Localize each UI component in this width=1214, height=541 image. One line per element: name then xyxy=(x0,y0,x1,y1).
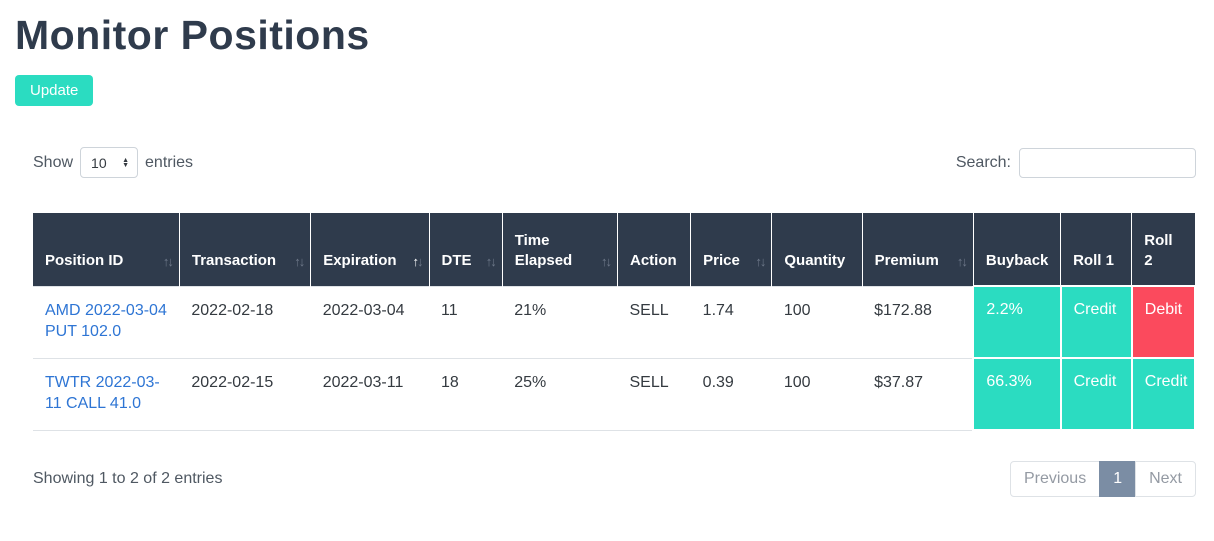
cell-action: SELL xyxy=(617,357,691,431)
table-info: Showing 1 to 2 of 2 entries xyxy=(33,470,223,488)
search-control: Search: xyxy=(955,147,1196,178)
column-header-roll-1: Roll 1 xyxy=(1060,213,1132,287)
column-header-position-id[interactable]: Position ID ↑↓ xyxy=(33,213,180,287)
search-input[interactable] xyxy=(1019,147,1196,178)
position-link[interactable]: AMD 2022-03-04 PUT 102.0 xyxy=(45,301,167,341)
cell-buyback: 2.2% xyxy=(972,285,1062,360)
entries-label: entries xyxy=(145,153,194,171)
datatable-wrapper: Show 10 ▲ ▼ entries Search: Position I xyxy=(33,147,1197,498)
column-header-expiration[interactable]: Expiration ↑↓ xyxy=(310,213,429,287)
cell-premium: $37.87 xyxy=(862,357,974,431)
sort-asc-icon: ↑↓ xyxy=(412,254,424,270)
sort-icon: ↑↓ xyxy=(294,254,305,270)
page-length-value: 10 xyxy=(91,154,107,171)
table-row: AMD 2022-03-04 PUT 102.0 2022-02-18 2022… xyxy=(33,285,1197,360)
sort-icon: ↑↓ xyxy=(162,254,174,270)
cell-transaction: 2022-02-18 xyxy=(179,285,311,359)
show-label: Show xyxy=(33,153,74,171)
table-row: TWTR 2022-03-11 CALL 41.0 2022-02-15 202… xyxy=(33,357,1197,432)
positions-table: Position ID ↑↓ Transaction ↑↓ Expiration… xyxy=(33,213,1197,432)
search-label: Search: xyxy=(955,153,1011,171)
update-button[interactable]: Update xyxy=(15,75,94,107)
sort-icon: ↑↓ xyxy=(755,254,766,270)
cell-roll-2: Credit xyxy=(1130,357,1197,432)
cell-quantity: 100 xyxy=(771,285,863,359)
column-header-quantity: Quantity xyxy=(771,213,863,287)
column-header-transaction[interactable]: Transaction ↑↓ xyxy=(178,213,311,287)
cell-dte: 11 xyxy=(429,285,503,359)
cell-quantity: 100 xyxy=(771,357,863,431)
sort-icon: ↑↓ xyxy=(956,254,968,270)
page-length-control: Show 10 ▲ ▼ entries xyxy=(33,147,194,179)
cell-roll-1: Credit xyxy=(1059,285,1133,360)
pagination-page-1[interactable]: 1 xyxy=(1099,461,1137,498)
cell-dte: 18 xyxy=(429,357,503,431)
cell-position-id: AMD 2022-03-04 PUT 102.0 xyxy=(33,285,180,359)
column-header-time-elapsed[interactable]: Time Elapsed ↑↓ xyxy=(501,213,618,287)
column-header-roll-2: Roll 2 xyxy=(1131,213,1195,287)
position-link[interactable]: TWTR 2022-03-11 CALL 41.0 xyxy=(45,373,160,413)
cell-position-id: TWTR 2022-03-11 CALL 41.0 xyxy=(33,357,180,431)
cell-roll-2: Debit xyxy=(1130,285,1197,360)
table-controls: Show 10 ▲ ▼ entries Search: xyxy=(33,147,1196,179)
pagination-previous[interactable]: Previous xyxy=(1009,461,1101,498)
pagination-next[interactable]: Next xyxy=(1135,461,1196,498)
header-row: Position ID ↑↓ Transaction ↑↓ Expiration… xyxy=(33,213,1195,287)
sort-icon: ↑↓ xyxy=(485,254,497,270)
column-header-premium[interactable]: Premium ↑↓ xyxy=(861,213,974,287)
page-title: Monitor Positions xyxy=(15,12,370,58)
sort-icon: ↑↓ xyxy=(600,254,612,270)
cell-premium: $172.88 xyxy=(862,285,974,359)
cell-roll-1: Credit xyxy=(1059,357,1133,432)
cell-price: 0.39 xyxy=(690,357,772,431)
cell-expiration: 2022-03-04 xyxy=(310,285,429,359)
cell-transaction: 2022-02-15 xyxy=(179,357,311,431)
select-caret-icon: ▲ ▼ xyxy=(122,156,130,169)
column-header-price[interactable]: Price ↑↓ xyxy=(690,213,772,287)
cell-action: SELL xyxy=(617,285,691,359)
column-header-dte[interactable]: DTE ↑↓ xyxy=(428,213,503,287)
table-footer: Showing 1 to 2 of 2 entries Previous 1 N… xyxy=(33,461,1196,498)
pagination: Previous 1 Next xyxy=(1009,461,1196,498)
column-header-action: Action xyxy=(616,213,691,287)
cell-buyback: 66.3% xyxy=(972,357,1062,432)
page-length-select[interactable]: 10 ▲ ▼ xyxy=(80,147,139,179)
cell-time-elapsed: 25% xyxy=(502,357,618,431)
cell-price: 1.74 xyxy=(690,285,772,359)
cell-time-elapsed: 21% xyxy=(502,285,618,359)
column-header-buyback: Buyback xyxy=(972,213,1061,287)
cell-expiration: 2022-03-11 xyxy=(310,357,429,431)
